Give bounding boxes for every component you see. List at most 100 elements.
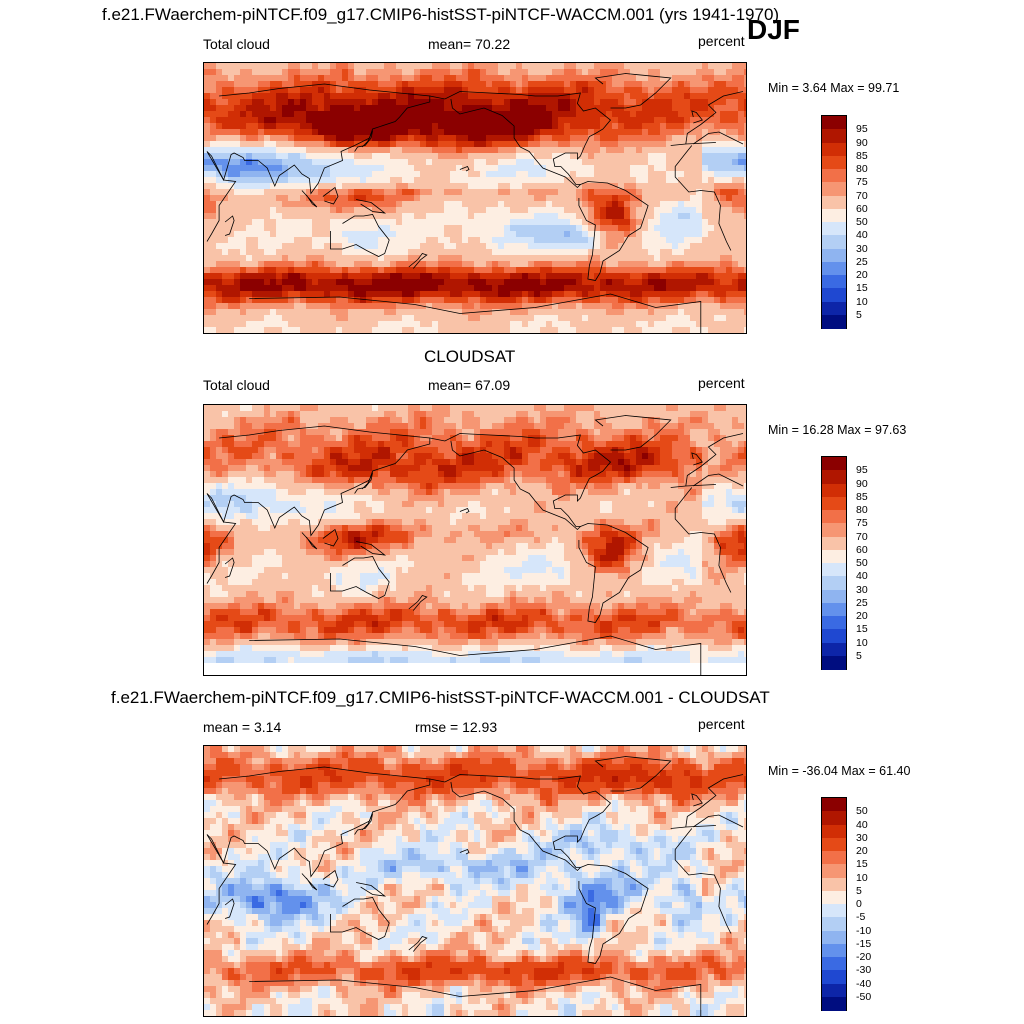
field-cell: [660, 105, 667, 112]
field-cell: [696, 153, 703, 160]
field-cell: [714, 159, 721, 166]
field-cell: [492, 165, 499, 172]
field-cell: [480, 141, 487, 148]
field-cell: [258, 429, 265, 436]
field-cell: [228, 183, 235, 190]
field-cell: [672, 453, 679, 460]
field-cell: [594, 417, 601, 424]
field-cell: [648, 147, 655, 154]
field-cell: [744, 87, 746, 94]
field-cell: [600, 171, 607, 178]
field-cell: [402, 423, 409, 430]
field-cell: [726, 165, 733, 172]
field-cell: [726, 417, 733, 424]
field-cell: [720, 207, 727, 214]
field-cell: [342, 297, 349, 304]
field-cell: [534, 63, 541, 70]
field-cell: [654, 309, 661, 316]
field-cell: [396, 81, 403, 88]
field-cell: [438, 153, 445, 160]
field-cell: [660, 453, 667, 460]
field-cell: [570, 141, 577, 148]
field-cell: [402, 63, 409, 70]
field-cell: [684, 219, 691, 226]
field-cell: [588, 195, 595, 202]
field-cell: [222, 309, 229, 316]
field-cell: [612, 279, 619, 286]
field-cell: [318, 255, 325, 262]
field-cell: [696, 315, 703, 322]
field-cell: [378, 441, 385, 448]
field-cell: [534, 69, 541, 76]
field-cell: [492, 105, 499, 112]
field-cell: [648, 201, 655, 208]
field-cell: [234, 189, 241, 196]
field-cell: [414, 417, 421, 424]
field-cell: [336, 267, 343, 274]
field-cell: [546, 159, 553, 166]
field-cell: [324, 105, 331, 112]
field-cell: [276, 423, 283, 430]
field-cell: [612, 309, 619, 316]
field-cell: [708, 195, 715, 202]
field-cell: [594, 63, 601, 70]
field-cell: [240, 147, 247, 154]
field-cell: [438, 159, 445, 166]
field-cell: [348, 213, 355, 220]
field-cell: [612, 177, 619, 184]
field-cell: [240, 219, 247, 226]
field-cell: [600, 327, 607, 333]
field-cell: [486, 453, 493, 460]
field-cell: [246, 105, 253, 112]
field-cell: [522, 141, 529, 148]
field-cell: [372, 165, 379, 172]
field-cell: [396, 417, 403, 424]
field-cell: [342, 411, 349, 418]
field-cell: [570, 111, 577, 118]
field-cell: [288, 213, 295, 220]
field-cell: [654, 225, 661, 232]
field-cell: [522, 291, 529, 298]
field-cell: [702, 441, 709, 448]
field-cell: [402, 123, 409, 130]
field-cell: [504, 237, 511, 244]
field-cell: [462, 237, 469, 244]
field-cell: [276, 111, 283, 118]
field-cell: [450, 321, 457, 328]
field-cell: [684, 129, 691, 136]
field-cell: [414, 249, 421, 256]
field-cell: [414, 69, 421, 76]
field-cell: [264, 153, 271, 160]
field-cell: [714, 147, 721, 154]
field-cell: [564, 411, 571, 418]
field-cell: [450, 171, 457, 178]
field-cell: [600, 267, 607, 274]
field-cell: [492, 99, 499, 106]
field-cell: [300, 105, 307, 112]
field-cell: [336, 123, 343, 130]
field-cell: [618, 75, 625, 82]
field-cell: [498, 315, 505, 322]
field-cell: [402, 189, 409, 196]
field-cell: [624, 207, 631, 214]
field-cell: [228, 297, 235, 304]
field-cell: [258, 273, 265, 280]
field-cell: [240, 189, 247, 196]
field-cell: [522, 429, 529, 436]
field-cell: [270, 255, 277, 262]
field-cell: [582, 441, 589, 448]
field-cell: [564, 291, 571, 298]
field-cell: [726, 273, 733, 280]
field-cell: [210, 225, 217, 232]
field-cell: [726, 285, 733, 292]
field-cell: [324, 291, 331, 298]
field-cell: [270, 147, 277, 154]
field-cell: [504, 297, 511, 304]
field-cell: [570, 315, 577, 322]
field-cell: [354, 441, 361, 448]
field-cell: [312, 147, 319, 154]
field-cell: [708, 291, 715, 298]
field-cell: [594, 183, 601, 190]
field-cell: [522, 117, 529, 124]
field-cell: [420, 285, 427, 292]
